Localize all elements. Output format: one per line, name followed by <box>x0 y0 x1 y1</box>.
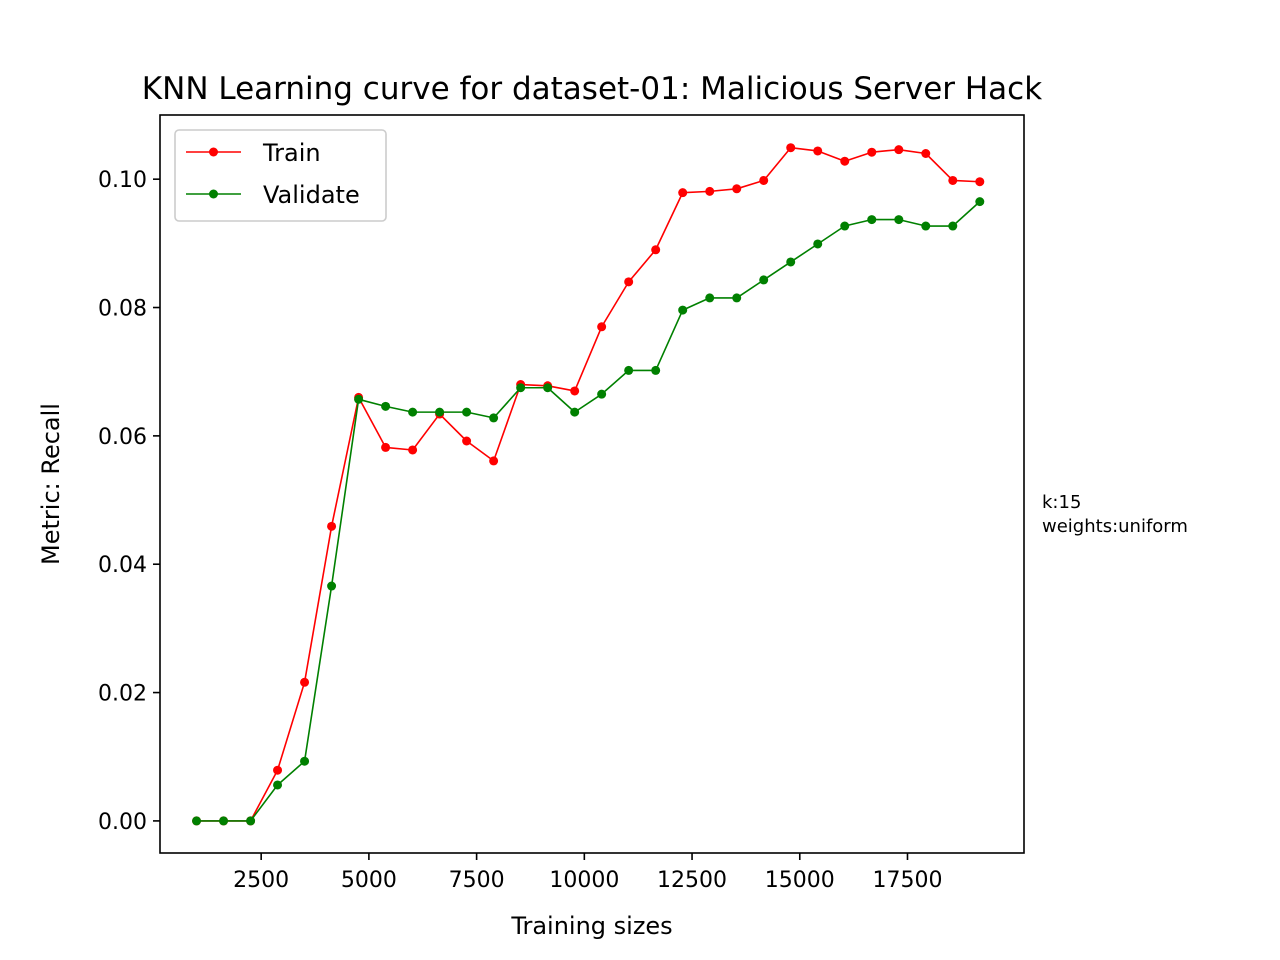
y-tick-label: 0.02 <box>98 682 147 707</box>
data-point-train <box>705 186 715 196</box>
data-point-train <box>597 322 607 332</box>
data-point-train <box>840 156 850 166</box>
data-point-validate <box>921 221 931 231</box>
data-point-validate <box>948 221 958 231</box>
data-point-train <box>975 177 985 187</box>
data-point-validate <box>408 407 418 417</box>
series-line-validate <box>196 201 981 822</box>
data-point-validate <box>813 239 823 249</box>
data-point-validate <box>435 407 445 417</box>
data-point-validate <box>867 215 877 225</box>
data-point-validate <box>894 215 904 225</box>
data-point-train <box>489 456 499 466</box>
data-point-validate <box>246 816 256 826</box>
legend-label-train: Train <box>262 139 321 167</box>
data-point-train <box>759 175 769 185</box>
data-point-validate <box>300 756 310 766</box>
x-tick-label: 12500 <box>657 868 727 893</box>
x-axis-label: Training sizes <box>510 912 672 940</box>
data-point-validate <box>273 780 283 790</box>
data-point-validate <box>651 365 661 375</box>
data-point-train <box>462 436 472 446</box>
data-point-validate <box>354 394 364 404</box>
y-tick-label: 0.10 <box>98 168 147 193</box>
data-point-validate <box>732 293 742 303</box>
legend-label-validate: Validate <box>263 181 360 209</box>
data-point-train <box>894 145 904 155</box>
legend-dot-train <box>209 147 218 157</box>
data-point-validate <box>219 816 229 826</box>
annotation-k: k:15 <box>1042 492 1081 513</box>
data-point-validate <box>489 413 499 423</box>
data-point-train <box>327 521 337 531</box>
data-point-validate <box>327 581 337 591</box>
data-point-train <box>381 442 391 452</box>
y-tick-label: 0.08 <box>98 297 147 322</box>
data-point-train <box>786 143 796 153</box>
data-point-validate <box>759 275 769 285</box>
data-point-validate <box>786 257 796 267</box>
data-point-validate <box>570 407 580 417</box>
x-axis-ticks: 2500 5000 7500 10000 12500 15000 17500 <box>233 853 942 893</box>
data-point-validate <box>597 389 607 399</box>
data-point-validate <box>381 401 391 411</box>
x-tick-label: 7500 <box>449 868 505 893</box>
data-point-train <box>921 149 931 158</box>
x-tick-label: 5000 <box>341 868 397 893</box>
y-tick-label: 0.06 <box>98 425 147 450</box>
y-tick-label: 0.04 <box>98 553 147 578</box>
data-point-validate <box>975 197 985 207</box>
x-tick-label: 15000 <box>765 868 835 893</box>
data-point-validate <box>192 816 202 826</box>
y-axis-ticks: 0.00 0.02 0.04 0.06 0.08 0.10 <box>98 168 160 835</box>
data-point-train <box>678 188 688 198</box>
plot-lines <box>192 143 985 826</box>
x-tick-label: 17500 <box>872 868 942 893</box>
data-point-train <box>813 146 823 156</box>
data-point-validate <box>624 365 634 375</box>
annotation: k:15 weights:uniform <box>1042 492 1188 537</box>
data-point-validate <box>516 383 526 393</box>
data-point-validate <box>840 221 850 231</box>
y-tick-label: 0.00 <box>98 810 147 835</box>
annotation-weights: weights:uniform <box>1042 516 1188 537</box>
data-point-validate <box>543 383 553 393</box>
data-point-validate <box>705 293 715 303</box>
data-point-train <box>948 175 958 185</box>
x-tick-label: 10000 <box>549 868 619 893</box>
data-point-validate <box>462 407 472 417</box>
data-point-train <box>273 765 283 775</box>
series-validate <box>192 197 985 826</box>
series-line-train <box>196 146 980 822</box>
data-point-train <box>624 277 634 287</box>
legend-dot-validate <box>209 189 218 199</box>
data-point-validate <box>678 305 688 315</box>
data-point-train <box>651 245 661 255</box>
x-tick-label: 2500 <box>233 868 289 893</box>
y-axis-label: Metric: Recall <box>37 403 65 565</box>
data-point-train <box>732 184 742 194</box>
legend: Train Validate <box>174 129 387 222</box>
data-point-train <box>300 677 310 687</box>
data-point-train <box>570 386 580 396</box>
chart-title: KNN Learning curve for dataset-01: Malic… <box>142 71 1042 107</box>
data-point-train <box>867 147 877 157</box>
plot-area-frame <box>159 114 1025 854</box>
data-point-train <box>408 445 418 455</box>
